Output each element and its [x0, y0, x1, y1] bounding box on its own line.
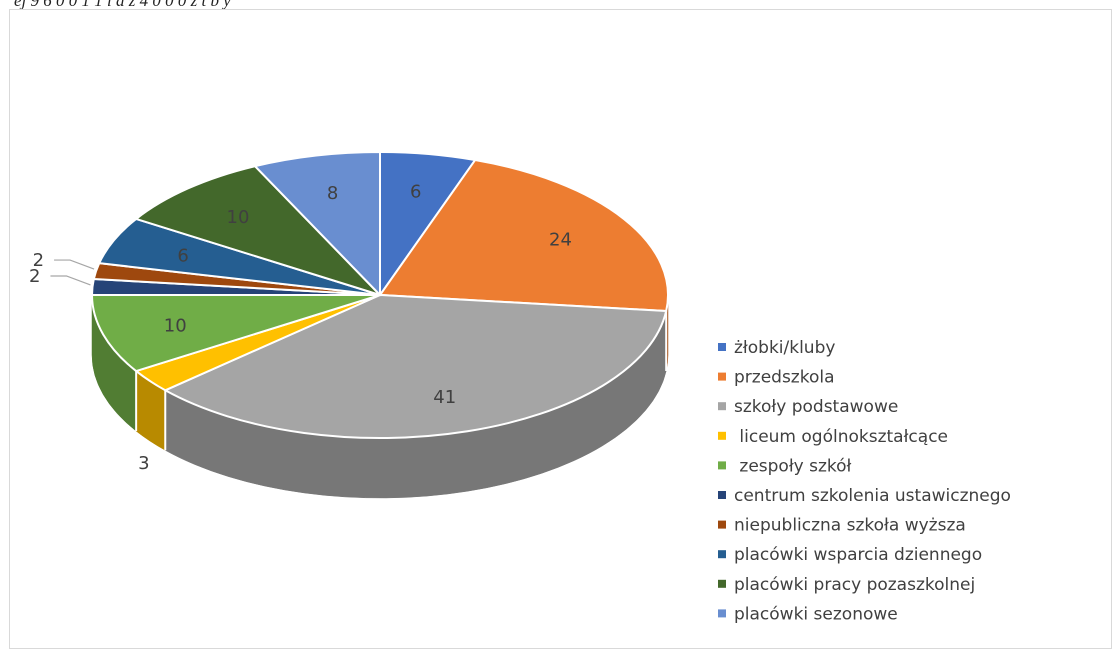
data-label-6: 2 [29, 266, 40, 287]
leader-line-6 [50, 275, 91, 286]
legend-label-7: niepubliczna szkoła wyższa [734, 516, 966, 536]
pie-slice-10 [254, 151, 381, 296]
data-label-4: 3 [138, 453, 149, 474]
legend-label-5: zespoły szkół [734, 456, 852, 476]
data-label-5: 10 [164, 315, 187, 336]
data-label-3: 41 [433, 387, 456, 408]
data-label-7: 2 [33, 250, 44, 271]
legend-label-4: liceum ogólnokształcące [734, 427, 948, 447]
pie-slice-3 [164, 294, 668, 439]
pie-slice-9 [135, 165, 381, 296]
pie-slice-2 [379, 159, 669, 313]
data-label-2: 24 [549, 230, 572, 251]
data-label-10: 8 [327, 183, 338, 204]
legend-swatch-4 [718, 431, 726, 440]
data-label-1: 6 [410, 182, 421, 203]
legend-label-8: placówki wsparcia dziennego [734, 545, 982, 565]
legend-swatch-5 [718, 461, 726, 470]
leader-lines [50, 259, 95, 286]
data-label-9: 10 [227, 207, 250, 228]
legend-label-9: placówki pracy pozaszkolnej [734, 575, 975, 595]
leader-line-7 [54, 259, 95, 270]
data-labels: 6 24 41 3 10 22 6 10 8 [29, 182, 572, 474]
legend-swatch-8 [718, 550, 726, 559]
legend-swatch-6 [718, 491, 726, 499]
legend-swatch-1 [718, 343, 726, 351]
legend-swatch-10 [718, 609, 726, 618]
legend: żłobki/kluby przedszkola szkoły podstawowe… [718, 338, 1011, 624]
legend-swatch-3 [718, 402, 726, 411]
legend-label-3: szkoły podstawowe [734, 397, 898, 417]
pie-top-slices [91, 151, 669, 439]
legend-label-6: centrum szkolenia ustawicznego [734, 486, 1011, 506]
pie-slice-5 [91, 294, 381, 373]
legend-swatch-9 [718, 579, 726, 588]
legend-label-2: przedszkola [734, 368, 835, 388]
legend-swatch-7 [718, 520, 726, 529]
legend-swatch-2 [718, 372, 726, 381]
pie-chart: 6 24 41 3 10 22 6 10 8 żłobki/kluby przedszkola sz… [29, 151, 1011, 624]
legend-label-1: żłobki/kluby [734, 338, 835, 358]
legend-label-10: placówki sezonowe [734, 604, 898, 624]
data-label-8: 6 [177, 246, 188, 267]
page-caption: ej 9 6 0 0 1 1 i d ż 4 0 0 0 z t b y [14, 0, 231, 10]
